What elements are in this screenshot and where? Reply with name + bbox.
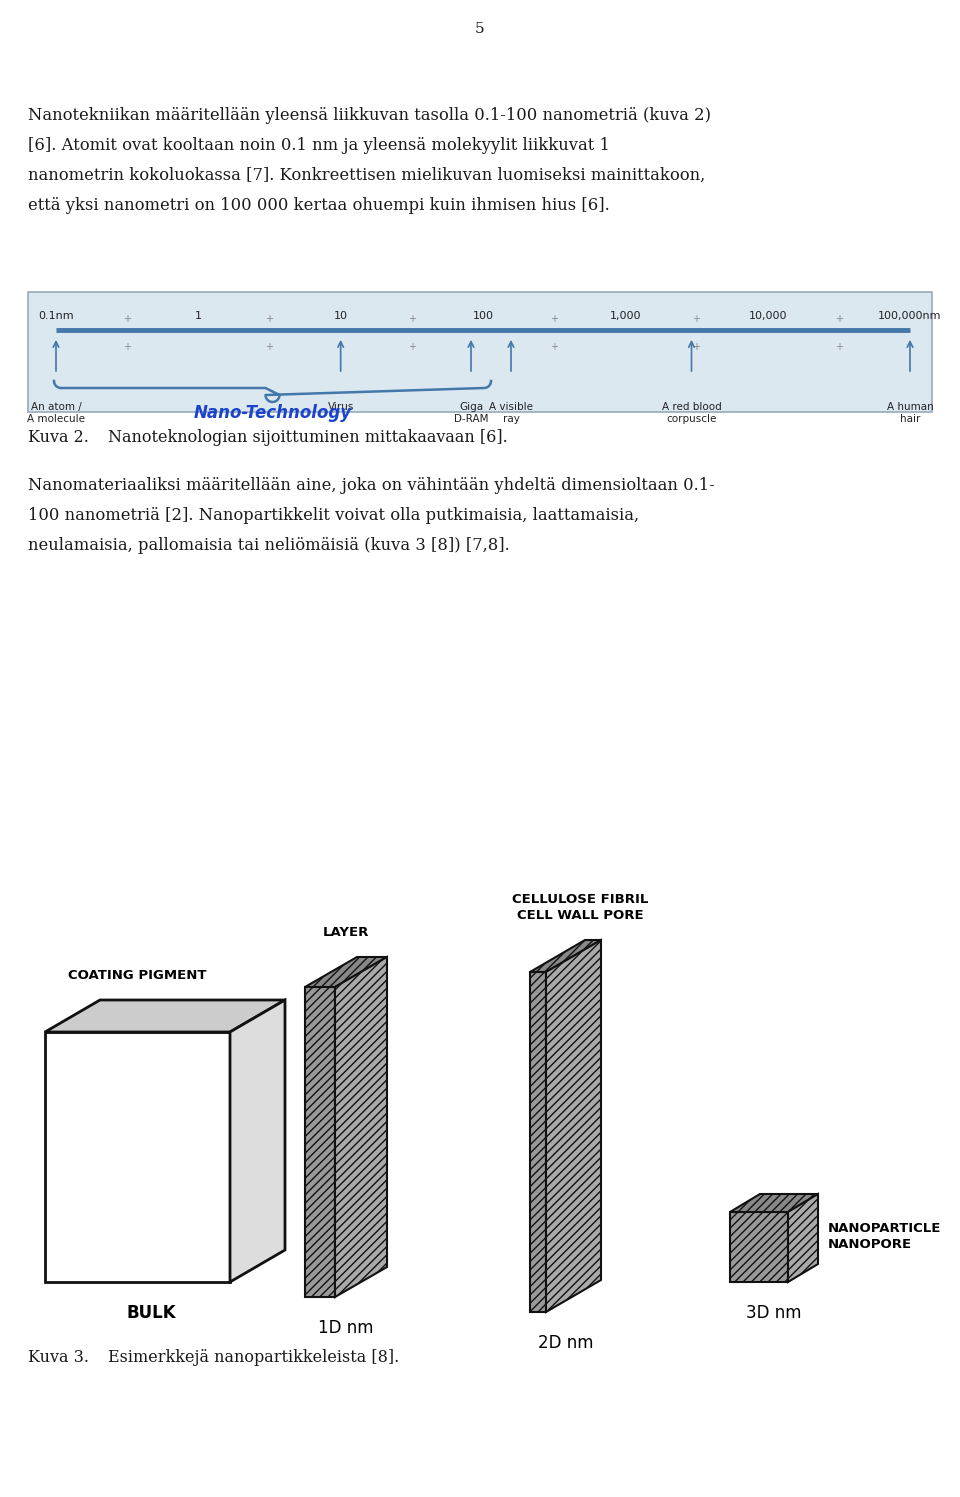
- Polygon shape: [546, 940, 601, 1311]
- Text: Nano-Technology: Nano-Technology: [193, 404, 351, 422]
- Text: nanometrin kokoluokassa [7]. Konkreettisen mielikuvan luomiseksi mainittakoon,: nanometrin kokoluokassa [7]. Konkreettis…: [28, 168, 706, 184]
- Polygon shape: [45, 1000, 285, 1031]
- Text: 2D nm: 2D nm: [538, 1334, 593, 1352]
- Text: neulamaisia, pallomaisia tai neliömäisiä (kuva 3 [8]) [7,8].: neulamaisia, pallomaisia tai neliömäisiä…: [28, 537, 510, 554]
- Text: 1D nm: 1D nm: [319, 1319, 373, 1337]
- Text: +: +: [692, 341, 701, 352]
- Text: Giga
D-RAM: Giga D-RAM: [454, 403, 489, 425]
- Text: 0.1nm: 0.1nm: [38, 311, 74, 320]
- Polygon shape: [530, 972, 546, 1311]
- Text: An atom /
A molecule: An atom / A molecule: [27, 403, 85, 425]
- Text: 1,000: 1,000: [610, 311, 641, 320]
- Polygon shape: [730, 1213, 788, 1281]
- Polygon shape: [730, 1195, 818, 1213]
- Text: 100,000nm: 100,000nm: [878, 311, 942, 320]
- FancyBboxPatch shape: [28, 292, 932, 412]
- Text: A human
hair: A human hair: [887, 403, 933, 425]
- Text: 100: 100: [472, 311, 493, 320]
- Polygon shape: [305, 957, 387, 987]
- Text: NANOPARTICLE
NANOPORE: NANOPARTICLE NANOPORE: [828, 1222, 942, 1251]
- Text: +: +: [408, 341, 416, 352]
- Text: +: +: [123, 314, 132, 323]
- Text: 1: 1: [195, 311, 202, 320]
- Text: +: +: [408, 314, 416, 323]
- Text: 10,000: 10,000: [749, 311, 787, 320]
- Text: 5: 5: [475, 22, 485, 36]
- Text: +: +: [266, 341, 274, 352]
- Text: Esimerkkejä nanopartikkeleista [8].: Esimerkkejä nanopartikkeleista [8].: [108, 1349, 399, 1365]
- Text: A red blood
corpuscle: A red blood corpuscle: [661, 403, 721, 425]
- Text: A visible
ray: A visible ray: [489, 403, 533, 425]
- Polygon shape: [335, 957, 387, 1296]
- Text: +: +: [550, 341, 558, 352]
- Text: [6]. Atomit ovat kooltaan noin 0.1 nm ja yleensä molekyylit liikkuvat 1: [6]. Atomit ovat kooltaan noin 0.1 nm ja…: [28, 138, 610, 154]
- Text: +: +: [835, 341, 843, 352]
- Text: +: +: [266, 314, 274, 323]
- Polygon shape: [305, 987, 335, 1296]
- Text: Virus: Virus: [327, 403, 354, 412]
- Text: +: +: [835, 314, 843, 323]
- Text: 10: 10: [334, 311, 348, 320]
- Text: Nanotekniikan määritellään yleensä liikkuvan tasolla 0.1-100 nanometriä (kuva 2): Nanotekniikan määritellään yleensä liikk…: [28, 106, 711, 124]
- Text: Nanomateriaaliksi määritellään aine, joka on vähintään yhdeltä dimensioltaan 0.1: Nanomateriaaliksi määritellään aine, jok…: [28, 478, 715, 494]
- Text: Nanoteknologian sijoittuminen mittakaavaan [6].: Nanoteknologian sijoittuminen mittakaava…: [108, 430, 508, 446]
- Text: +: +: [123, 341, 132, 352]
- Text: Kuva 2.: Kuva 2.: [28, 430, 89, 446]
- Text: COATING PIGMENT: COATING PIGMENT: [68, 969, 206, 982]
- Text: +: +: [692, 314, 701, 323]
- Text: 100 nanometriä [2]. Nanopartikkelit voivat olla putkimaisia, laattamaisia,: 100 nanometriä [2]. Nanopartikkelit voiv…: [28, 507, 639, 524]
- Text: että yksi nanometri on 100 000 kertaa ohuempi kuin ihmisen hius [6].: että yksi nanometri on 100 000 kertaa oh…: [28, 198, 610, 214]
- Polygon shape: [45, 1031, 230, 1281]
- Text: Kuva 3.: Kuva 3.: [28, 1349, 89, 1365]
- Text: BULK: BULK: [127, 1304, 176, 1322]
- Text: +: +: [550, 314, 558, 323]
- Polygon shape: [230, 1000, 285, 1281]
- Polygon shape: [530, 940, 601, 972]
- Text: 3D nm: 3D nm: [746, 1304, 802, 1322]
- Polygon shape: [788, 1195, 818, 1281]
- Text: LAYER: LAYER: [323, 927, 370, 939]
- Text: CELLULOSE FIBRIL
CELL WALL PORE: CELLULOSE FIBRIL CELL WALL PORE: [513, 894, 649, 922]
